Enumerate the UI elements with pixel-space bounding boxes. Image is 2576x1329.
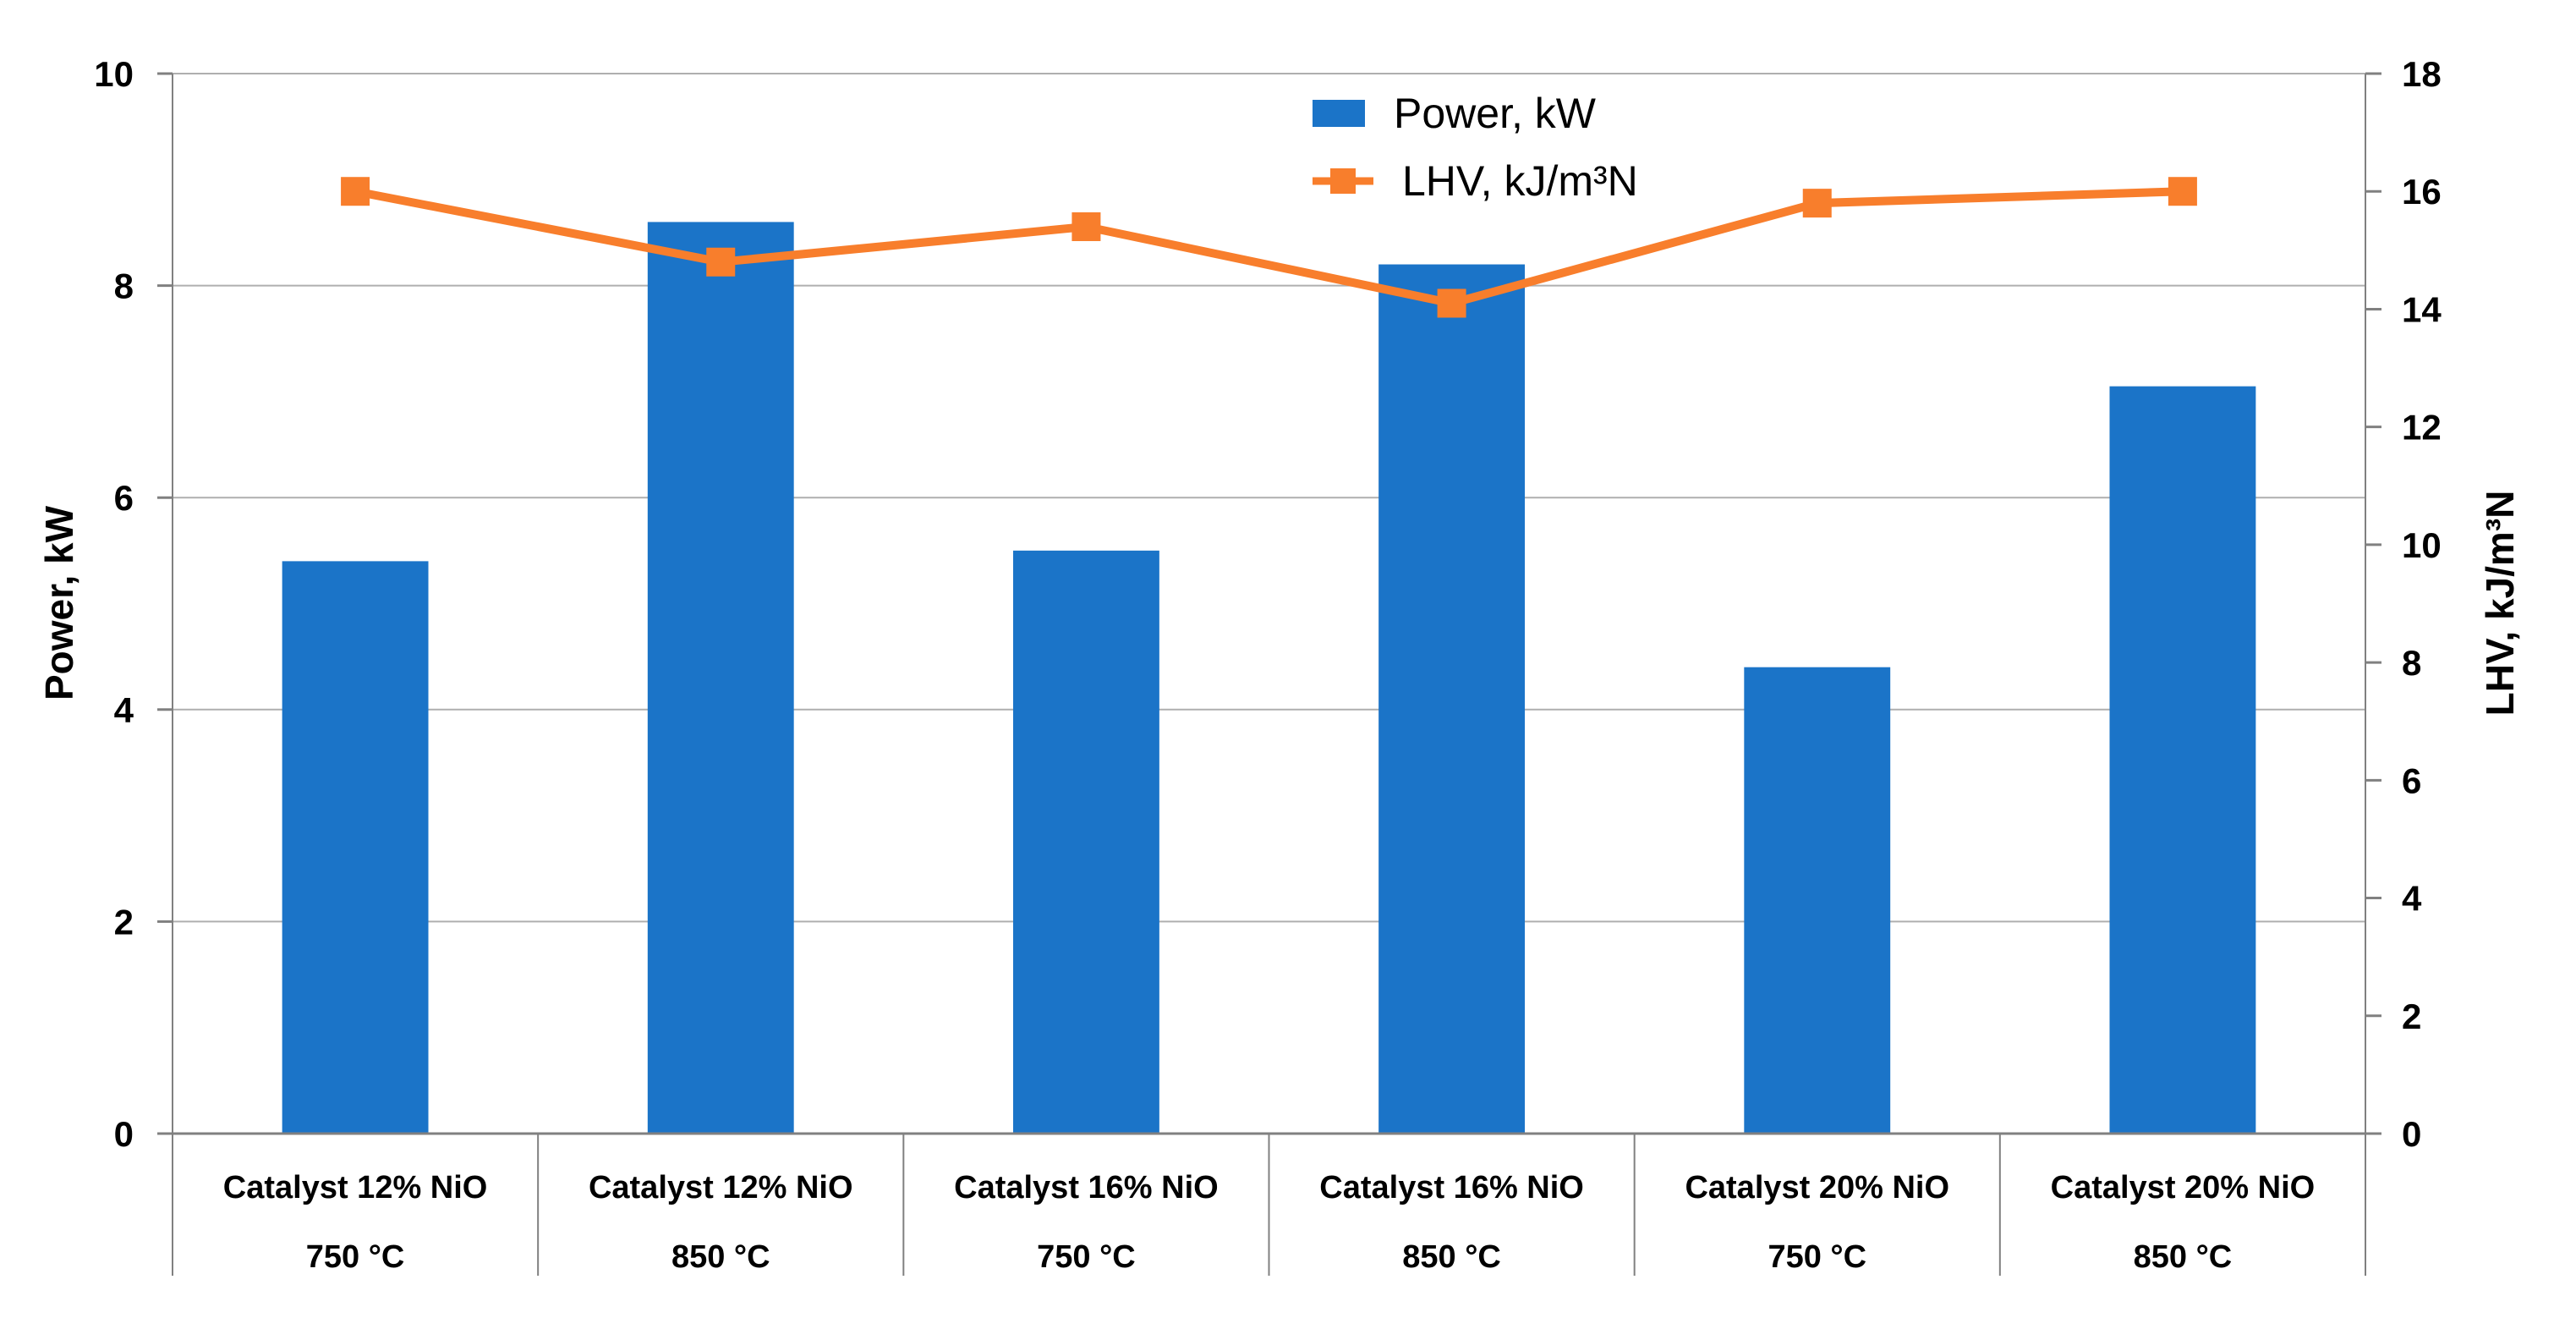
category-sublabel: 850 °C bbox=[671, 1239, 770, 1275]
legend-label-power: Power, kW bbox=[1394, 90, 1596, 137]
right-tick-label: 4 bbox=[2402, 879, 2422, 919]
right-tick-label: 18 bbox=[2402, 54, 2442, 94]
category-sublabel: 750 °C bbox=[1037, 1239, 1136, 1275]
power-bar bbox=[1744, 667, 1891, 1134]
right-tick-label: 10 bbox=[2402, 525, 2442, 565]
category-label: Catalyst 16% NiO bbox=[1319, 1170, 1584, 1205]
lhv-swatch-marker bbox=[1330, 168, 1356, 194]
lhv-marker bbox=[1072, 211, 1101, 241]
right-tick-label: 2 bbox=[2402, 997, 2421, 1036]
right-tick-label: 8 bbox=[2402, 643, 2421, 683]
left-tick-label: 0 bbox=[114, 1114, 134, 1154]
category-label: Catalyst 16% NiO bbox=[954, 1170, 1219, 1205]
right-tick-label: 12 bbox=[2402, 408, 2442, 448]
legend-label-lhv: LHV, kJ/m³N bbox=[1402, 157, 1638, 205]
right-axis-title: LHV, kJ/m³N bbox=[2478, 491, 2522, 717]
lhv-series-swatch bbox=[1313, 168, 1373, 194]
power-bar bbox=[282, 561, 429, 1134]
category-label: Catalyst 12% NiO bbox=[589, 1170, 853, 1205]
left-tick-label: 6 bbox=[114, 478, 134, 518]
power-series-swatch bbox=[1313, 100, 1365, 127]
left-axis-title: Power, kW bbox=[37, 505, 81, 700]
lhv-line bbox=[354, 187, 2184, 308]
lhv-marker bbox=[341, 177, 370, 206]
right-tick-label: 0 bbox=[2402, 1114, 2421, 1154]
category-label: Catalyst 20% NiO bbox=[1685, 1170, 1949, 1205]
left-tick-label: 10 bbox=[94, 54, 134, 94]
right-tick-label: 6 bbox=[2402, 761, 2421, 800]
lhv-marker bbox=[1437, 288, 1466, 318]
left-tick-label: 2 bbox=[114, 902, 134, 942]
category-sublabel: 850 °C bbox=[2134, 1239, 2233, 1275]
category-label: Catalyst 12% NiO bbox=[223, 1170, 488, 1205]
lhv-marker bbox=[706, 247, 736, 277]
legend-item-lhv: LHV, kJ/m³N bbox=[1313, 151, 1638, 211]
legend-item-power: Power, kW bbox=[1313, 83, 1638, 144]
lhv-marker bbox=[2168, 177, 2197, 206]
right-tick-label: 14 bbox=[2402, 289, 2442, 329]
legend: Power, kW LHV, kJ/m³N bbox=[1313, 83, 1638, 211]
lhv-marker bbox=[1802, 189, 1832, 218]
left-tick-label: 4 bbox=[114, 690, 134, 730]
category-label: Catalyst 20% NiO bbox=[2051, 1170, 2316, 1205]
category-sublabel: 750 °C bbox=[306, 1239, 405, 1275]
category-sublabel: 750 °C bbox=[1768, 1239, 1866, 1275]
power-bar bbox=[1012, 550, 1159, 1134]
power-bar bbox=[2109, 386, 2256, 1134]
left-tick-label: 8 bbox=[114, 266, 134, 306]
power-bar bbox=[1378, 264, 1526, 1134]
power-bar bbox=[647, 222, 794, 1134]
right-tick-label: 16 bbox=[2402, 172, 2442, 211]
category-sublabel: 850 °C bbox=[1402, 1239, 1501, 1275]
